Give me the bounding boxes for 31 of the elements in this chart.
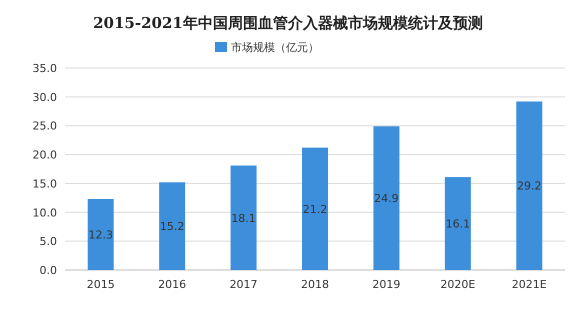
bar bbox=[302, 148, 328, 270]
y-tick-label: 10.0 bbox=[32, 206, 57, 220]
x-tick-label: 2015 bbox=[86, 278, 115, 291]
bar bbox=[230, 166, 257, 270]
bar bbox=[159, 182, 186, 270]
chart-title: 2015-2021年中国周围血管介入器械市场规模统计及预测 bbox=[93, 14, 483, 32]
legend-label: 市场规模（亿元） bbox=[231, 41, 319, 54]
x-tick-label: 2018 bbox=[301, 278, 329, 291]
x-tick-label: 2020E bbox=[440, 278, 476, 291]
data-label: 21.2 bbox=[302, 202, 328, 216]
y-tick-label: 35.0 bbox=[32, 62, 57, 75]
data-label: 29.2 bbox=[517, 180, 542, 193]
data-label: 24.9 bbox=[374, 192, 399, 206]
data-label: 16.1 bbox=[446, 218, 470, 231]
y-tick-label: 5.0 bbox=[40, 235, 57, 248]
y-tick-label: 15.0 bbox=[32, 177, 57, 190]
bar bbox=[516, 101, 542, 270]
y-tick-label: 20.0 bbox=[32, 148, 57, 162]
data-label: 15.2 bbox=[160, 220, 184, 234]
y-tick-label: 30.0 bbox=[32, 90, 57, 104]
y-tick-label: 0.0 bbox=[40, 264, 57, 277]
bar bbox=[373, 126, 400, 270]
x-tick-label: 2019 bbox=[372, 278, 400, 291]
x-tick-label: 2021E bbox=[512, 278, 547, 291]
bar bbox=[88, 199, 114, 270]
data-label: 18.1 bbox=[231, 212, 256, 225]
x-tick-label: 2017 bbox=[230, 278, 258, 291]
y-tick-label: 25.0 bbox=[32, 120, 57, 133]
data-label: 12.3 bbox=[88, 228, 113, 242]
bar bbox=[444, 177, 471, 270]
x-tick-label: 2016 bbox=[158, 278, 186, 291]
